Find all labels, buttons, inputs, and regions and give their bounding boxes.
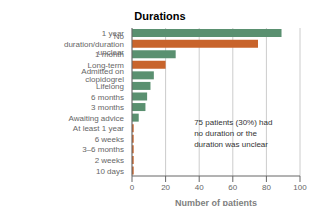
svg-text:At least 1 year: At least 1 year [73, 124, 124, 133]
svg-text:100: 100 [293, 183, 307, 192]
svg-text:6 months: 6 months [91, 93, 124, 102]
svg-text:80: 80 [262, 183, 271, 192]
svg-text:20: 20 [161, 183, 170, 192]
svg-text:1 year: 1 year [102, 29, 125, 38]
svg-text:60: 60 [228, 183, 237, 192]
svg-text:3–6 months: 3–6 months [82, 145, 124, 154]
svg-text:10 days: 10 days [96, 167, 124, 176]
svg-text:40: 40 [195, 183, 204, 192]
svg-text:Admitted onclopidogrel: Admitted onclopidogrel [81, 67, 124, 84]
svg-text:Long-term: Long-term [88, 61, 125, 70]
svg-text:Awaiting advice: Awaiting advice [69, 114, 125, 123]
svg-text:3 months: 3 months [91, 103, 124, 112]
svg-text:Number of patients: Number of patients [175, 198, 257, 206]
svg-text:6 weeks: 6 weeks [95, 135, 124, 144]
svg-text:0: 0 [130, 183, 135, 192]
svg-text:2 weeks: 2 weeks [95, 156, 124, 165]
